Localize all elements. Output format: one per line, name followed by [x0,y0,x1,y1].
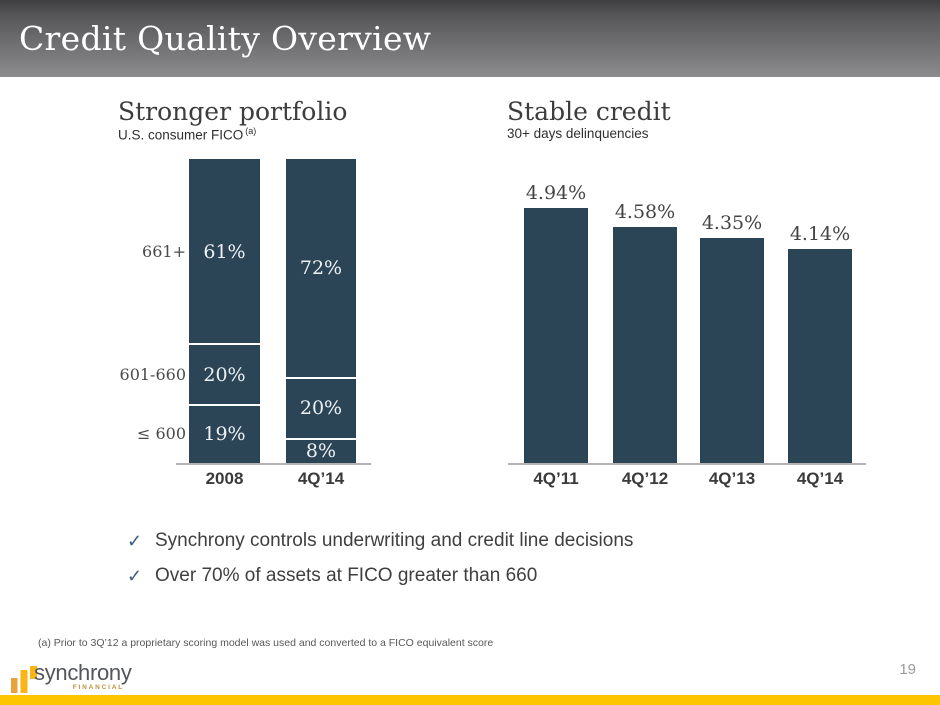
segment-value-label: 72% [299,257,343,280]
x-axis-label: 4Q’14 [297,469,345,488]
x-axis-label: 4Q’12 [621,469,669,488]
footer-gold-bar [0,695,940,705]
bar-chart-logo-icon [11,666,37,693]
bullet-list: ✓ Synchrony controls underwriting and cr… [127,529,633,599]
segment-value-label: 20% [203,363,246,386]
x-axis-label: 4Q’13 [708,469,756,488]
x-axis-label: 4Q’14 [796,469,844,488]
delinquency-chart-title: Stable credit [507,97,671,126]
delinquency-bar [788,249,852,463]
delinquency-bar [613,227,677,463]
delinquency-chart-subtitle: 30+ days delinquencies [507,126,649,141]
segment-value-label: 8% [305,439,337,462]
segment-divider [189,343,260,346]
bullet-item: ✓ Over 70% of assets at FICO greater tha… [127,564,633,599]
fico-chart-title: Stronger portfolio [118,97,348,126]
row-label: 661+ [142,241,186,261]
segment-divider [286,437,356,440]
fico-chart-subtitle-text: U.S. consumer FICO [118,127,244,143]
segment-divider [286,376,356,379]
bullet-text: Over 70% of assets at FICO greater than … [155,565,538,586]
delinquency-chart-baseline [508,463,866,465]
title-bar: Credit Quality Overview [0,0,940,77]
bullet-item: ✓ Synchrony controls underwriting and cr… [127,529,633,564]
checkmark-icon: ✓ [127,566,143,586]
stacked-bar [286,159,356,463]
x-axis-label: 4Q’11 [533,469,579,488]
page-number: 19 [899,661,916,678]
stacked-bar [189,159,260,463]
delinquency-bar [700,238,764,463]
x-axis-label: 2008 [205,469,244,488]
segment-value-label: 20% [299,397,343,420]
checkmark-icon: ✓ [127,531,143,551]
delinquency-bar [524,208,588,463]
bar-value-label: 4.14% [789,223,851,245]
row-label: 601-660 [119,364,186,384]
segment-value-label: 19% [203,423,246,446]
logo-subtext: FINANCIAL [72,684,124,691]
footnote: (a) Prior to 3Q’12 a proprietary scoring… [38,637,494,649]
segment-value-label: 61% [203,240,246,263]
bar-value-label: 4.58% [614,201,676,223]
logo-wordmark: synchrony [34,660,132,685]
bar-value-label: 4.94% [525,182,587,204]
slide-title: Credit Quality Overview [19,19,432,58]
footnote-marker: (a) [245,126,257,136]
synchrony-logo: synchrony FINANCIAL [11,660,141,696]
bar-value-label: 4.35% [701,212,763,234]
fico-chart-baseline [176,463,371,465]
segment-divider [189,404,260,407]
bullet-text: Synchrony controls underwriting and cred… [155,530,634,551]
fico-chart-subtitle: U.S. consumer FICO (a) [118,126,256,143]
row-label: ≤ 600 [136,424,186,444]
